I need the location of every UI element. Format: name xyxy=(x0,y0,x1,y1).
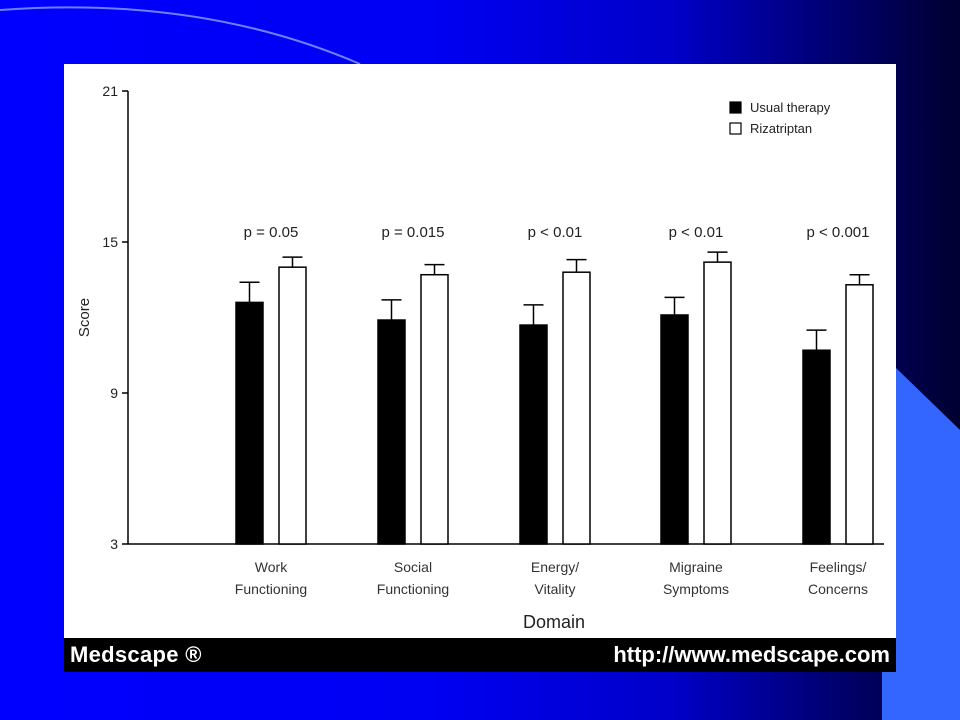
x-tick-label: Vitality xyxy=(535,581,576,597)
footer-brand: Medscape ® xyxy=(70,642,202,667)
legend-label: Usual therapy xyxy=(750,100,831,115)
figure-panel: 3 9 15 21 Score Domain Work Functioning p = 0.05… xyxy=(64,64,896,672)
bar-rizatriptan xyxy=(845,284,874,545)
bar-rizatriptan xyxy=(703,261,732,545)
p-value-annotation: p = 0.05 xyxy=(244,224,299,241)
bar-chart: 3 9 15 21 Score Domain Work Functioning p = 0.05… xyxy=(76,83,884,632)
bar-usual-therapy xyxy=(519,324,548,545)
footer-bar: Medscape ® http://www.medscape.com xyxy=(64,638,896,672)
bar-rizatriptan xyxy=(278,266,307,545)
bar-rizatriptan xyxy=(420,273,449,545)
bar-rizatriptan xyxy=(562,271,591,545)
y-tick-label: 15 xyxy=(102,234,118,250)
x-tick-label: Functioning xyxy=(377,581,449,597)
p-value-annotation: p < 0.01 xyxy=(528,224,583,241)
x-tick-label: Energy/ xyxy=(531,559,579,575)
x-tick-label: Symptoms xyxy=(663,581,729,597)
x-tick-label: Functioning xyxy=(235,581,307,597)
footer-url: http://www.medscape.com xyxy=(613,642,890,667)
p-value-annotation: p < 0.01 xyxy=(669,224,724,241)
x-tick-label: Social xyxy=(394,559,432,575)
x-tick-label: Feelings/ xyxy=(810,559,867,575)
p-value-annotation: p < 0.001 xyxy=(807,224,870,241)
y-axis-label: Score xyxy=(76,298,93,337)
y-tick-label: 3 xyxy=(110,536,118,552)
y-tick-label: 21 xyxy=(102,83,118,99)
legend-swatch xyxy=(729,122,742,135)
x-axis-label: Domain xyxy=(523,612,585,632)
legend-label: Rizatriptan xyxy=(750,121,812,136)
p-value-annotation: p = 0.015 xyxy=(382,224,445,241)
bar-usual-therapy xyxy=(660,314,689,545)
x-tick-label: Work xyxy=(255,559,288,575)
bar-usual-therapy xyxy=(235,301,264,545)
bar-usual-therapy xyxy=(377,319,406,545)
bar-usual-therapy xyxy=(802,349,831,545)
x-tick-label: Concerns xyxy=(808,581,868,597)
x-tick-label: Migraine xyxy=(669,559,723,575)
legend-swatch xyxy=(729,101,742,114)
y-tick-label: 9 xyxy=(110,385,118,401)
